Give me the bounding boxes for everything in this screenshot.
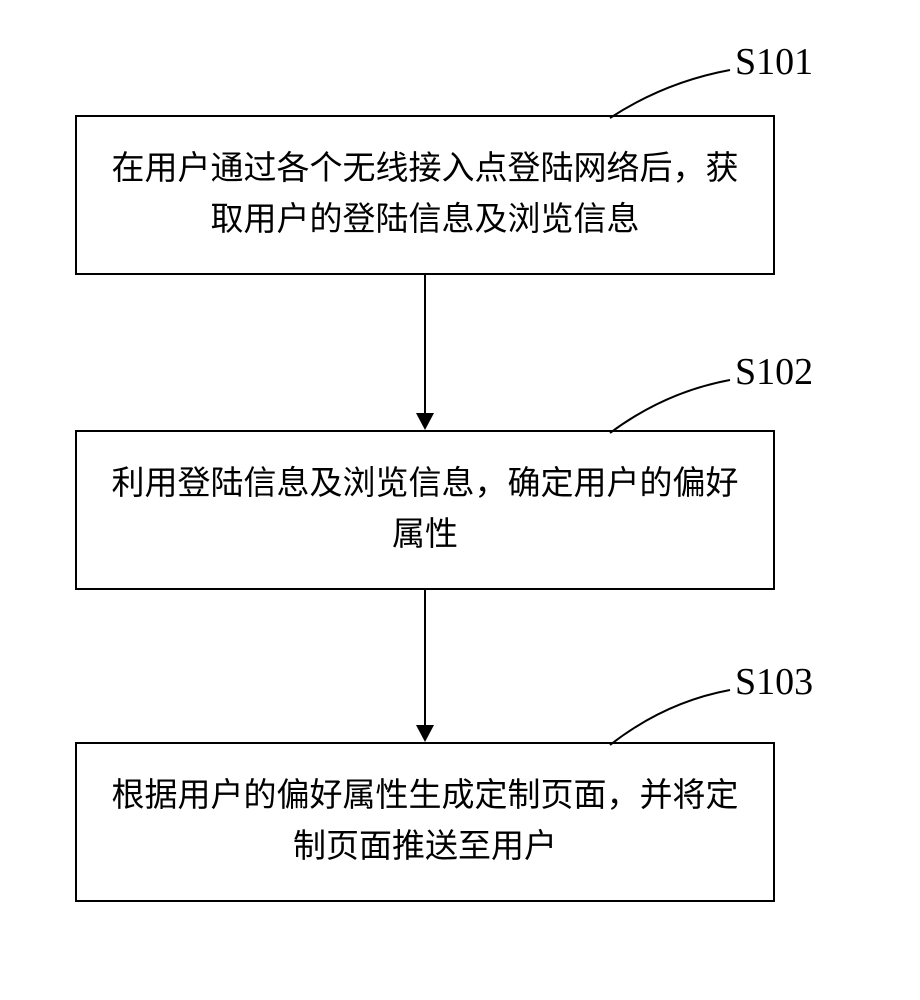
step-label-s102: S102 <box>735 350 813 394</box>
step-text-s103: 根据用户的偏好属性生成定制页面，并将定制页面推送至用户 <box>107 771 743 873</box>
arrow-s101-s102 <box>424 275 426 415</box>
step-text-s101: 在用户通过各个无线接入点登陆网络后，获取用户的登陆信息及浏览信息 <box>107 144 743 246</box>
flowchart-container: 在用户通过各个无线接入点登陆网络后，获取用户的登陆信息及浏览信息 S101 利用… <box>75 30 845 970</box>
step-label-s103: S103 <box>735 660 813 704</box>
step-text-s102: 利用登陆信息及浏览信息，确定用户的偏好属性 <box>107 459 743 561</box>
arrow-head-s102-s103 <box>416 725 434 742</box>
step-box-s102: 利用登陆信息及浏览信息，确定用户的偏好属性 <box>75 430 775 590</box>
step-box-s101: 在用户通过各个无线接入点登陆网络后，获取用户的登陆信息及浏览信息 <box>75 115 775 275</box>
step-box-s103: 根据用户的偏好属性生成定制页面，并将定制页面推送至用户 <box>75 742 775 902</box>
step-label-s101: S101 <box>735 40 813 84</box>
arrow-s102-s103 <box>424 590 426 727</box>
arrow-head-s101-s102 <box>416 413 434 430</box>
